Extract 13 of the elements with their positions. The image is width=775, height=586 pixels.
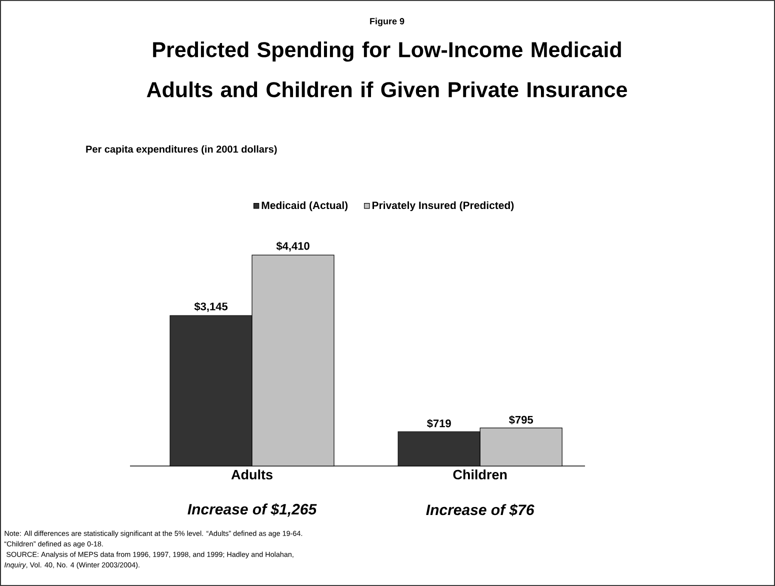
text: Increase of $1,265 [188,503,317,517]
data-label: $795 [509,415,534,424]
chart-title: Predicted Spending for Low-Income Medicaid Adults and Children if Given Private Insurance [146,42,627,98]
legend-label: Privately Insured (Predicted) [372,201,514,212]
legend-label: Medicaid (Actual) [262,201,348,212]
data-label: $4,410 [276,242,310,252]
x-tick-label: Adults [231,470,272,480]
text: Per capita expenditures (in 2001 dollars) [86,145,277,155]
chart-subtitle: Figure 9 [370,18,404,26]
data-label: $3,145 [194,302,228,312]
x-tick-label: Children [453,470,507,480]
text: Increase of $76 [426,504,534,516]
data-label: $719 [427,419,451,428]
